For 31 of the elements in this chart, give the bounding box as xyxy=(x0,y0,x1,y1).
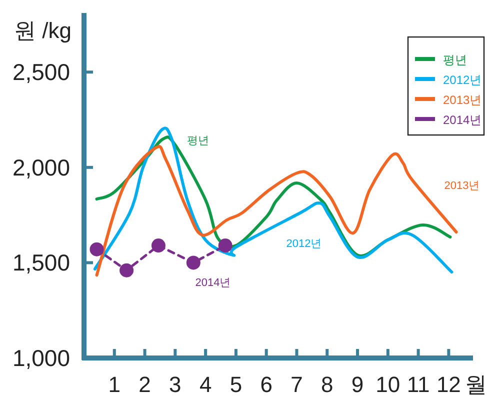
x-tick-label: 2 xyxy=(138,372,151,397)
legend-label: 2013년 xyxy=(443,93,482,107)
x-tick-label: 1 xyxy=(108,372,121,397)
x-axis-title: 월 xyxy=(465,372,487,397)
legend-label: 평년 xyxy=(443,53,467,67)
y-tick-label: 2,000 xyxy=(12,154,70,180)
y-axis-title: 원 /kg xyxy=(14,18,72,43)
x-tick-label: 4 xyxy=(199,372,212,397)
x-tick-label: 10 xyxy=(376,372,400,397)
x-tick-label: 12 xyxy=(436,372,461,397)
x-tick-label: 9 xyxy=(351,372,364,397)
point xyxy=(120,263,134,278)
point xyxy=(151,238,166,253)
legend-label: 2012년 xyxy=(443,73,482,87)
annotation: 2012년 xyxy=(286,238,322,250)
annotation: 2013년 xyxy=(444,180,480,192)
y-tick-label: 1,000 xyxy=(12,345,70,371)
annotation: 평년 xyxy=(187,135,209,147)
point xyxy=(90,242,104,256)
legend-label: 2014년 xyxy=(443,113,482,127)
x-tick-label: 6 xyxy=(260,372,272,397)
point xyxy=(218,238,232,253)
point xyxy=(186,256,200,270)
x-tick-label: 3 xyxy=(169,372,182,397)
x-tick-label: 11 xyxy=(406,372,430,397)
x-tick-label: 7 xyxy=(290,372,303,397)
y-tick-label: 2,500 xyxy=(12,59,70,86)
y-tick-label: 1,500 xyxy=(12,250,70,276)
x-tick-label: 5 xyxy=(230,372,242,397)
x-tick-label: 8 xyxy=(321,372,334,397)
annotation: 2014년 xyxy=(195,277,231,289)
